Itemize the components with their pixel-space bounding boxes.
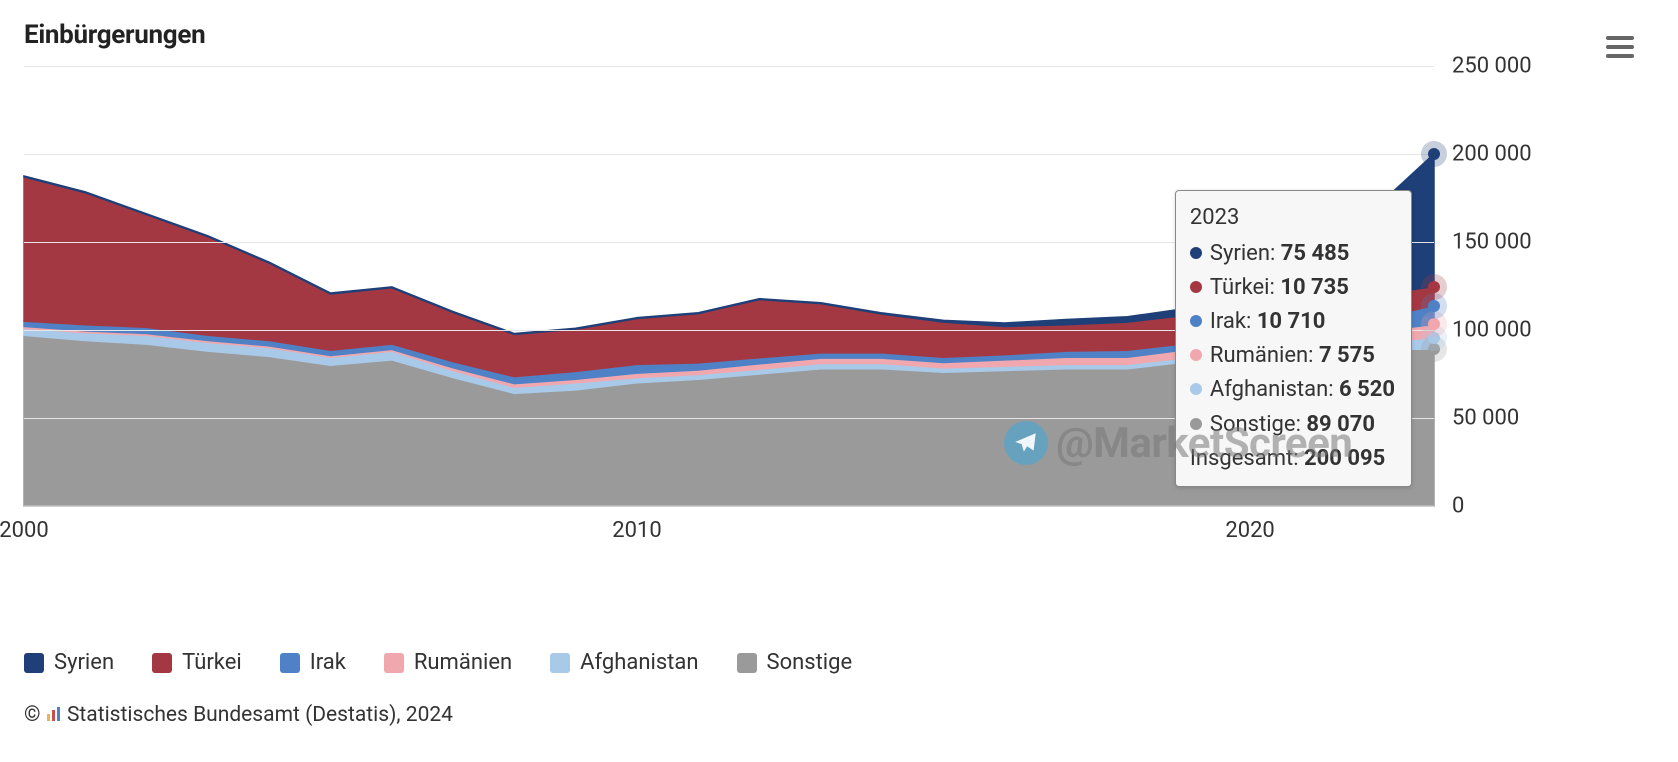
- legend-label: Irak: [310, 650, 346, 675]
- tooltip-row-rumaenien: Rumänien: 7 575: [1190, 339, 1395, 373]
- legend-swatch: [280, 653, 300, 673]
- legend: Syrien Türkei Irak Rumänien Afghanistan Sonst…: [24, 650, 1648, 675]
- destatis-icon: [46, 704, 62, 728]
- x-tick-label: 2020: [1225, 518, 1274, 543]
- hover-marker-syrien: [1421, 141, 1447, 167]
- dot-icon: [1190, 281, 1202, 293]
- chart-container: Einbürgerungen 0 50 000 100 000 150 000 200 …: [0, 0, 1678, 762]
- legend-swatch: [737, 653, 757, 673]
- x-tick-label: 2000: [0, 518, 49, 543]
- dot-icon: [1190, 349, 1202, 361]
- legend-item-sonstige[interactable]: Sonstige: [737, 650, 853, 675]
- y-tick-label: 100 000: [1452, 318, 1532, 343]
- tooltip-row-irak: Irak: 10 710: [1190, 305, 1395, 339]
- y-tick-label: 200 000: [1452, 142, 1532, 167]
- legend-label: Afghanistan: [580, 650, 698, 675]
- dot-icon: [1190, 247, 1202, 259]
- dot-icon: [1190, 383, 1202, 395]
- y-tick-label: 250 000: [1452, 54, 1532, 79]
- telegram-icon: [1004, 421, 1048, 465]
- chart-title: Einbürgerungen: [24, 20, 1648, 50]
- hover-marker-tuerkei: [1421, 274, 1447, 300]
- tooltip-year: 2023: [1190, 201, 1395, 235]
- legend-item-tuerkei[interactable]: Türkei: [152, 650, 242, 675]
- legend-item-afghanistan[interactable]: Afghanistan: [550, 650, 698, 675]
- x-tick-label: 2010: [612, 518, 661, 543]
- y-tick-label: 50 000: [1452, 406, 1519, 431]
- legend-swatch: [550, 653, 570, 673]
- legend-label: Sonstige: [767, 650, 853, 675]
- legend-swatch: [384, 653, 404, 673]
- legend-label: Syrien: [54, 650, 114, 675]
- watermark: @MarketScreen: [1004, 428, 1374, 458]
- credits: © Statistisches Bundesamt (Destatis), 20…: [24, 703, 1648, 728]
- dot-icon: [1190, 315, 1202, 327]
- hamburger-icon: [1606, 36, 1634, 40]
- legend-label: Rumänien: [414, 650, 512, 675]
- legend-item-syrien[interactable]: Syrien: [24, 650, 114, 675]
- legend-swatch: [152, 653, 172, 673]
- legend-item-irak[interactable]: Irak: [280, 650, 346, 675]
- legend-label: Türkei: [182, 650, 242, 675]
- chart-area: 050 000100 000150 000200 000250 000 2000…: [24, 56, 1634, 596]
- tooltip-row-syrien: Syrien: 75 485: [1190, 237, 1395, 271]
- y-tick-label: 0: [1452, 494, 1464, 519]
- legend-item-rumaenien[interactable]: Rumänien: [384, 650, 512, 675]
- y-tick-label: 150 000: [1452, 230, 1532, 255]
- tooltip-row-afghanistan: Afghanistan: 6 520: [1190, 373, 1395, 407]
- legend-swatch: [24, 653, 44, 673]
- chart-menu-button[interactable]: [1606, 36, 1634, 58]
- tooltip-row-tuerkei: Türkei: 10 735: [1190, 271, 1395, 305]
